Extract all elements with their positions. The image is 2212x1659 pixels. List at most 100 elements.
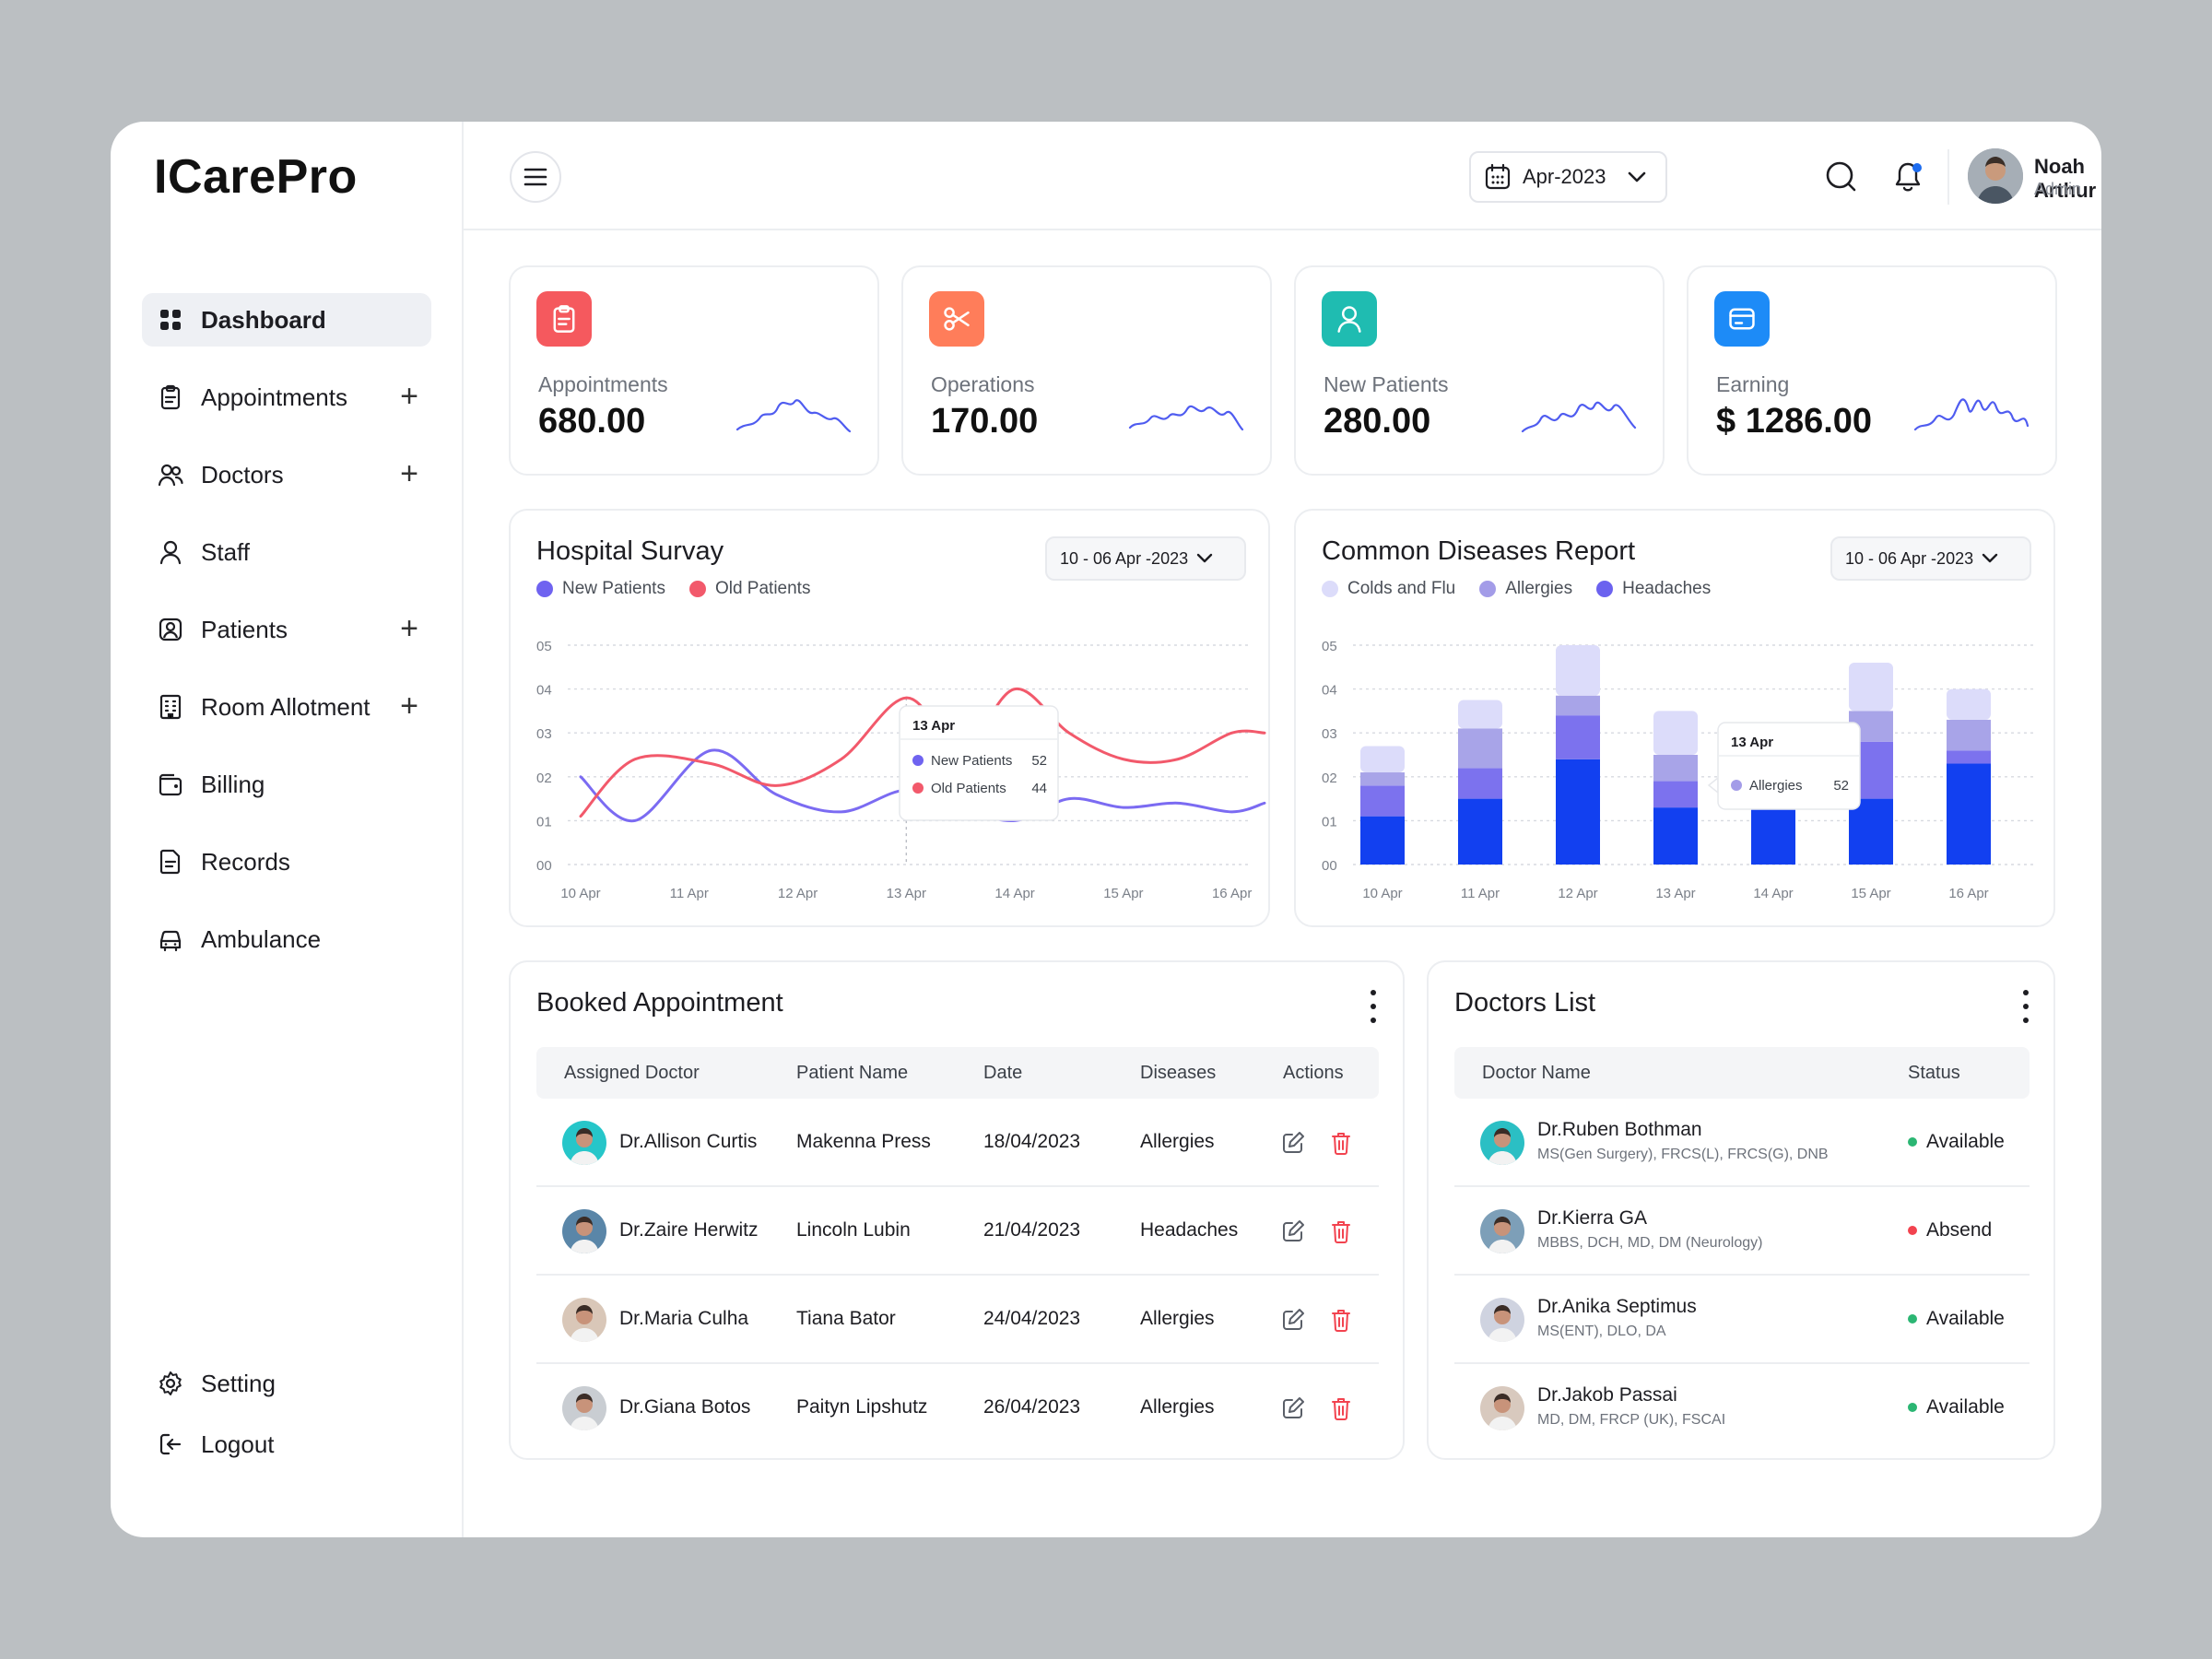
- expand-plus-icon[interactable]: +: [400, 379, 418, 414]
- stat-card-new-patients[interactable]: New Patients 280.00: [1294, 265, 1665, 476]
- sidebar-item-room-allotment[interactable]: Room Allotment +: [142, 680, 431, 734]
- user-name[interactable]: Noah Arthur: [2034, 155, 2097, 202]
- edit-button[interactable]: [1279, 1306, 1307, 1334]
- sparkline-path: [735, 399, 852, 433]
- stat-card-earning[interactable]: Earning $ 1286.00: [1687, 265, 2057, 476]
- booked-more-button[interactable]: [1364, 990, 1382, 1023]
- doctor-avatar[interactable]: [1480, 1298, 1524, 1342]
- sidebar-item-logout[interactable]: Logout: [142, 1418, 431, 1471]
- col-date[interactable]: Date: [983, 1063, 1023, 1083]
- patient-icon: [159, 618, 182, 641]
- sidebar-item-records[interactable]: Records: [142, 835, 431, 888]
- logout-icon: [157, 1430, 184, 1458]
- doctor-avatar[interactable]: [1480, 1121, 1524, 1165]
- sidebar-item-billing[interactable]: Billing: [142, 758, 431, 811]
- edit-button[interactable]: [1279, 1129, 1307, 1157]
- survey-legend: New Patients Old Patients: [536, 579, 834, 599]
- diseases-range-picker[interactable]: 10 - 06 Apr -2023: [1830, 536, 2031, 581]
- sidebar-item-patients[interactable]: Patients +: [142, 603, 431, 656]
- doctors-more-button[interactable]: [2017, 990, 2035, 1023]
- legend-item[interactable]: New Patients: [536, 579, 665, 599]
- doctor-avatar[interactable]: [562, 1209, 606, 1253]
- table-row[interactable]: Dr.Zaire Herwitz Lincoln Lubin 21/04/2023 H…: [536, 1187, 1379, 1276]
- bar-segment-13-apr-0: [1653, 807, 1698, 865]
- menu-toggle-button[interactable]: [510, 151, 561, 203]
- card-icon: [1714, 291, 1770, 347]
- sidebar-item-dashboard[interactable]: Dashboard: [142, 293, 431, 347]
- table-row[interactable]: Dr.Anika Septimus MS(ENT), DLO, DA Availab…: [1454, 1276, 2030, 1364]
- tooltip-series-name: New Patients: [931, 753, 1012, 769]
- status-badge: Absend: [1908, 1219, 1992, 1241]
- table-row[interactable]: Dr.Jakob Passai MD, DM, FRCP (UK), FSCAI A…: [1454, 1364, 2030, 1453]
- doctor-avatar[interactable]: [562, 1121, 606, 1165]
- diseases-range-label: 10 - 06 Apr -2023: [1845, 548, 1974, 568]
- grid-icon: [160, 310, 181, 330]
- y-tick-label: 02: [1322, 771, 1337, 786]
- sidebar-item-setting[interactable]: Setting: [142, 1357, 431, 1410]
- appointment-date: 26/04/2023: [983, 1396, 1081, 1418]
- table-row[interactable]: Dr.Giana Botos Paityn Lipshutz 26/04/2023 A…: [536, 1364, 1379, 1453]
- y-tick-label: 04: [536, 683, 552, 699]
- delete-button[interactable]: [1327, 1129, 1355, 1157]
- edit-button[interactable]: [1279, 1394, 1307, 1422]
- user-avatar[interactable]: [1968, 148, 2023, 204]
- table-row[interactable]: Dr.Maria Culha Tiana Bator 24/04/2023 Aller…: [536, 1276, 1379, 1364]
- expand-plus-icon[interactable]: +: [400, 688, 418, 724]
- y-tick-label: 01: [1322, 814, 1337, 830]
- legend-item[interactable]: Allergies: [1479, 579, 1572, 599]
- sparkline-path: [1913, 398, 2030, 431]
- expand-plus-icon[interactable]: +: [400, 456, 418, 491]
- col-doctor-name[interactable]: Doctor Name: [1482, 1063, 1591, 1083]
- brand-logo[interactable]: ICarePro: [154, 150, 358, 204]
- legend-item[interactable]: Colds and Flu: [1322, 579, 1455, 599]
- sidebar: ICarePro Dashboard Appointments + Doctors + S…: [111, 122, 464, 1537]
- survey-range-picker[interactable]: 10 - 06 Apr -2023: [1045, 536, 1246, 581]
- status-badge: Available: [1908, 1131, 2005, 1153]
- col-patient-name[interactable]: Patient Name: [796, 1063, 909, 1083]
- stat-value: $ 1286.00: [1716, 402, 1873, 441]
- clipboard-icon: [157, 383, 184, 411]
- tooltip-swatch: [912, 755, 924, 766]
- legend-item[interactable]: Headaches: [1596, 579, 1711, 599]
- table-row[interactable]: Dr.Ruben Bothman MS(Gen Surgery), FRCS(L)…: [1454, 1099, 2030, 1187]
- sidebar-item-appointments[interactable]: Appointments +: [142, 371, 431, 424]
- sidebar-item-staff[interactable]: Staff: [142, 525, 431, 579]
- delete-button[interactable]: [1327, 1394, 1355, 1422]
- delete-button[interactable]: [1327, 1306, 1355, 1334]
- edit-button[interactable]: [1279, 1218, 1307, 1245]
- doctor-avatar[interactable]: [1480, 1386, 1524, 1430]
- col-status[interactable]: Status: [1908, 1063, 1960, 1083]
- disease: Headaches: [1140, 1219, 1239, 1241]
- clipboard-icon: [536, 291, 592, 347]
- delete-button[interactable]: [1327, 1218, 1355, 1245]
- table-row[interactable]: Dr.Kierra GA MBBS, DCH, MD, DM (Neurology…: [1454, 1187, 2030, 1276]
- month-picker[interactable]: Apr-2023: [1469, 151, 1667, 203]
- table-row[interactable]: Dr.Allison Curtis Makenna Press 18/04/2023…: [536, 1099, 1379, 1187]
- stat-value: 170.00: [931, 402, 1039, 441]
- doctor-avatar[interactable]: [562, 1386, 606, 1430]
- doctor-avatar[interactable]: [562, 1298, 606, 1342]
- edit-icon: [1283, 1132, 1304, 1153]
- stat-label: Operations: [931, 372, 1035, 396]
- sidebar-item-label: Staff: [201, 537, 251, 566]
- search-button[interactable]: [1823, 159, 1860, 195]
- expand-plus-icon[interactable]: +: [400, 611, 418, 646]
- users-icon: [157, 461, 184, 488]
- chevron-down-icon: [1628, 171, 1645, 182]
- col-assigned-doctor[interactable]: Assigned Doctor: [564, 1063, 700, 1083]
- appointment-date: 21/04/2023: [983, 1219, 1081, 1241]
- bar-segment-15-apr-0: [1849, 798, 1893, 865]
- notifications-button[interactable]: [1889, 159, 1926, 195]
- status-label: Available: [1926, 1131, 2005, 1152]
- legend-item[interactable]: Old Patients: [688, 579, 810, 599]
- doctor-avatar[interactable]: [1480, 1209, 1524, 1253]
- status-label: Available: [1926, 1308, 2005, 1329]
- sidebar-item-label: Ambulance: [201, 924, 322, 953]
- stat-card-operations[interactable]: Operations 170.00: [901, 265, 1272, 476]
- stat-card-appointments[interactable]: Appointments 680.00: [509, 265, 879, 476]
- sidebar-item-ambulance[interactable]: Ambulance: [142, 912, 431, 966]
- sidebar-item-doctors[interactable]: Doctors +: [142, 448, 431, 501]
- user-icon: [1322, 291, 1377, 347]
- col-diseases[interactable]: Diseases: [1140, 1063, 1217, 1083]
- y-tick-label: 01: [536, 814, 552, 830]
